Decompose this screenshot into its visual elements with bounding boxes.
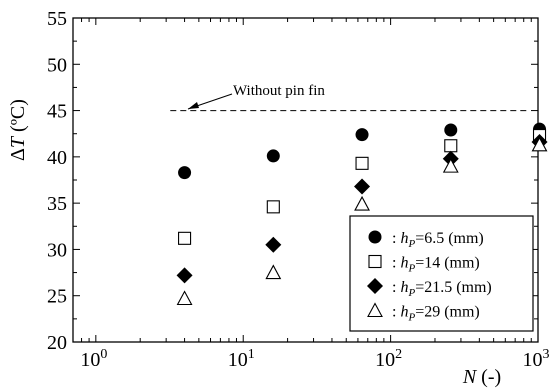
legend-subscript: P: [407, 263, 415, 275]
legend-subscript: P: [407, 287, 415, 299]
y-axis-title: ΔT (ºC): [7, 99, 29, 161]
legend-prefix: :: [392, 279, 400, 296]
legend-symbol: h: [400, 230, 408, 247]
x-tick-exponent: 1: [248, 347, 255, 362]
x-tick-base: 10: [375, 349, 395, 371]
x-tick-label: 101: [228, 347, 255, 371]
reference-arrowhead: [188, 102, 199, 109]
data-point: [265, 264, 282, 280]
data-point: [176, 267, 193, 284]
legend-marker: [367, 278, 383, 294]
x-tick-exponent: 0: [100, 347, 107, 362]
data-point: [354, 195, 370, 211]
legend-marker: [367, 302, 383, 318]
axis-titles: N (-) ΔT (ºC): [7, 99, 501, 388]
legend-symbol: h: [400, 255, 408, 272]
y-axis-prefix: Δ: [7, 148, 29, 161]
x-tick-base: 10: [80, 349, 100, 371]
legend-prefix: :: [392, 230, 400, 247]
x-tick-label: 102: [375, 347, 402, 371]
data-point: [355, 128, 369, 142]
series-0: [178, 122, 547, 180]
data-point: [265, 236, 282, 253]
data-point: [442, 157, 459, 173]
legend-prefix: :: [392, 304, 400, 321]
legend-label: : hP=14 (mm): [392, 255, 480, 275]
y-tick-label: 55: [47, 8, 67, 30]
x-tick-exponent: 2: [395, 347, 402, 362]
series-3: [176, 136, 548, 306]
legend-label: : hP=21.5 (mm): [392, 279, 492, 299]
y-tick-label: 30: [47, 239, 67, 261]
legend-value: =29 (mm): [415, 304, 480, 321]
y-tick-label: 20: [47, 332, 67, 354]
x-tick-label: 103: [523, 347, 549, 371]
y-tick-label: 40: [47, 147, 67, 169]
data-point: [355, 156, 369, 170]
data-point: [178, 166, 192, 180]
legend-label: : hP=6.5 (mm): [392, 230, 484, 250]
y-tick-label: 25: [47, 286, 67, 308]
legend-subscript: P: [407, 238, 415, 250]
y-tick-label: 50: [47, 54, 67, 76]
reference-line-group: Without pin fin: [170, 83, 530, 112]
data-point: [178, 231, 192, 245]
x-tick-label: 100: [80, 347, 107, 371]
legend-marker: [368, 254, 382, 269]
data-point: [176, 290, 193, 306]
legend-value: =6.5 (mm): [415, 230, 484, 247]
y-axis-unit: (ºC): [7, 99, 29, 137]
legend-symbol: h: [400, 304, 408, 321]
legend-label: : hP=29 (mm): [392, 304, 480, 324]
y-axis-symbol: T: [7, 135, 29, 148]
data-point: [266, 149, 280, 163]
legend-symbol: h: [400, 279, 408, 296]
y-tick-label: 45: [47, 101, 67, 123]
data-point: [444, 123, 458, 137]
legend-prefix: :: [392, 255, 400, 272]
legend-value: =21.5 (mm): [415, 279, 492, 296]
data-point: [444, 139, 458, 153]
x-axis-symbol: N: [462, 366, 478, 388]
y-tick-label: 35: [47, 193, 67, 215]
x-tick-exponent: 3: [543, 347, 549, 362]
legend-box: [349, 215, 534, 332]
reference-label: Without pin fin: [233, 83, 325, 99]
data-point: [354, 178, 371, 195]
data-point: [531, 136, 548, 152]
data-points: [176, 122, 548, 306]
legend-value: =14 (mm): [415, 255, 480, 272]
x-axis-unit: (-): [476, 366, 501, 388]
legend-subscript: P: [407, 312, 415, 324]
data-point: [266, 200, 280, 214]
x-tick-base: 10: [228, 349, 248, 371]
legend: : hP=6.5 (mm): hP=14 (mm): hP=21.5 (mm):…: [349, 215, 534, 332]
x-axis-title: N (-): [462, 366, 501, 388]
x-tick-base: 10: [523, 349, 543, 371]
legend-marker: [368, 230, 382, 244]
